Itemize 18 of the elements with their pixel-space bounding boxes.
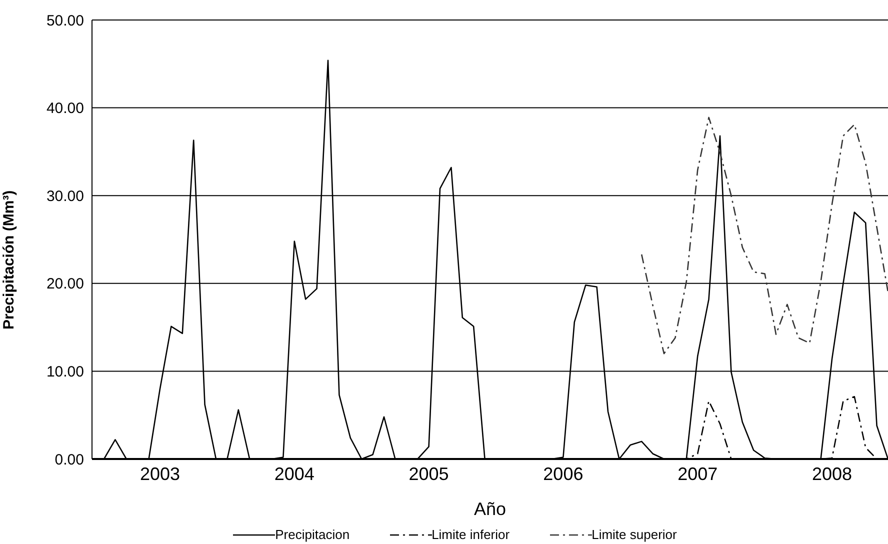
y-tick-label: 30.00 bbox=[46, 188, 84, 205]
x-tick-label: 2004 bbox=[274, 464, 314, 484]
x-tick-label: 2006 bbox=[543, 464, 584, 484]
x-tick-label: 2003 bbox=[140, 464, 180, 484]
x-tick-label: 2005 bbox=[408, 464, 449, 484]
legend-label: Limite superior bbox=[592, 527, 677, 542]
y-tick-label: 20.00 bbox=[46, 276, 84, 293]
x-tick-label: 2007 bbox=[678, 464, 718, 484]
legend-label: Limite inferior bbox=[432, 527, 510, 542]
x-tick-label: 2008 bbox=[812, 464, 852, 484]
y-tick-label: 0.00 bbox=[54, 451, 84, 468]
legend-label: Precipitacion bbox=[275, 527, 350, 542]
y-tick-label: 10.00 bbox=[46, 364, 84, 381]
x-axis-title: Año bbox=[474, 499, 506, 519]
line-series bbox=[640, 116, 888, 354]
y-tick-label: 40.00 bbox=[46, 100, 84, 118]
y-tick-label: 50.00 bbox=[46, 12, 84, 30]
y-axis-title: Precipitación (Mm³) bbox=[0, 190, 18, 330]
